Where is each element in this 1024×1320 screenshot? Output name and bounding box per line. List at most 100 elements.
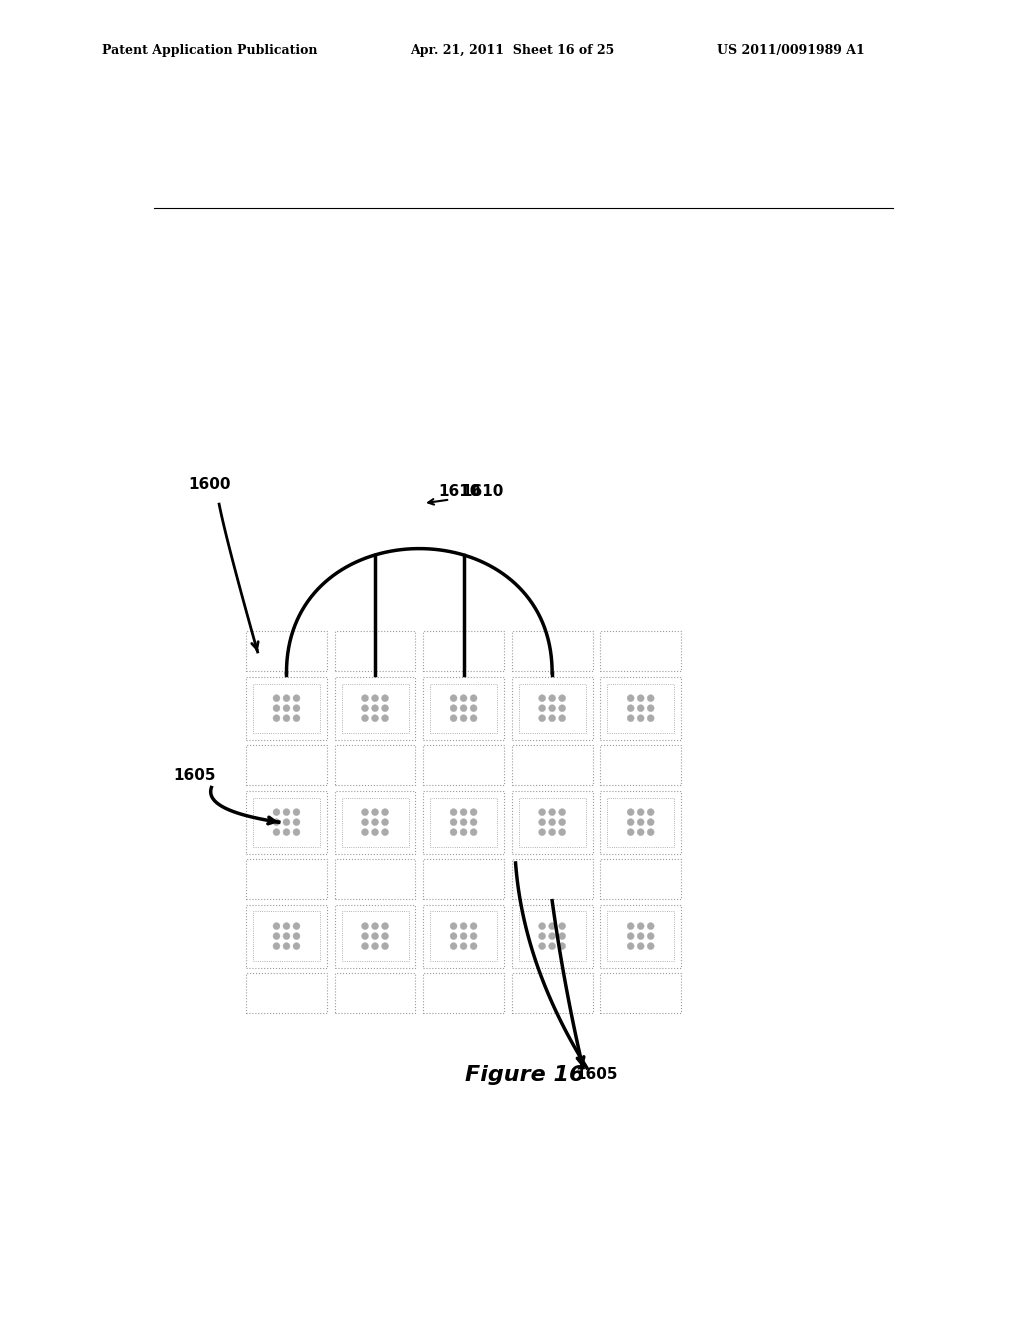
Bar — [253, 684, 319, 733]
Circle shape — [539, 705, 546, 711]
Circle shape — [470, 923, 477, 929]
Circle shape — [451, 818, 457, 825]
Circle shape — [628, 694, 634, 702]
Text: 1610: 1610 — [438, 483, 481, 499]
Circle shape — [451, 829, 457, 836]
Bar — [342, 797, 409, 847]
Bar — [600, 904, 681, 968]
Bar — [600, 631, 681, 672]
Circle shape — [637, 829, 644, 836]
Text: Figure 16: Figure 16 — [465, 1065, 585, 1085]
Circle shape — [637, 809, 644, 816]
Circle shape — [293, 933, 300, 940]
Circle shape — [647, 933, 654, 940]
Circle shape — [460, 694, 467, 702]
Circle shape — [539, 809, 546, 816]
Circle shape — [361, 942, 369, 949]
Circle shape — [470, 933, 477, 940]
Circle shape — [549, 818, 556, 825]
Circle shape — [273, 714, 280, 722]
Circle shape — [283, 942, 290, 949]
Circle shape — [539, 818, 546, 825]
Circle shape — [361, 829, 369, 836]
Circle shape — [382, 933, 388, 940]
Circle shape — [361, 694, 369, 702]
Circle shape — [628, 714, 634, 722]
Circle shape — [372, 829, 379, 836]
Circle shape — [470, 818, 477, 825]
Circle shape — [470, 829, 477, 836]
Circle shape — [549, 694, 556, 702]
Circle shape — [549, 705, 556, 711]
Circle shape — [628, 809, 634, 816]
Circle shape — [382, 923, 388, 929]
Bar — [423, 791, 504, 854]
Circle shape — [460, 809, 467, 816]
Circle shape — [559, 923, 565, 929]
Circle shape — [361, 714, 369, 722]
Circle shape — [460, 942, 467, 949]
Circle shape — [559, 809, 565, 816]
Bar — [246, 744, 327, 785]
Bar — [246, 904, 327, 968]
Circle shape — [628, 933, 634, 940]
Bar — [423, 677, 504, 739]
Circle shape — [451, 714, 457, 722]
Bar — [335, 631, 416, 672]
Bar — [512, 904, 593, 968]
Circle shape — [549, 933, 556, 940]
Circle shape — [539, 829, 546, 836]
Circle shape — [549, 714, 556, 722]
Circle shape — [539, 923, 546, 929]
Bar — [246, 631, 327, 672]
Circle shape — [372, 809, 379, 816]
Circle shape — [293, 923, 300, 929]
Circle shape — [539, 933, 546, 940]
Circle shape — [361, 818, 369, 825]
Bar — [246, 973, 327, 1014]
Circle shape — [382, 829, 388, 836]
Circle shape — [283, 694, 290, 702]
Circle shape — [372, 933, 379, 940]
Text: Apr. 21, 2011  Sheet 16 of 25: Apr. 21, 2011 Sheet 16 of 25 — [410, 44, 613, 57]
Bar — [342, 684, 409, 733]
Circle shape — [382, 714, 388, 722]
Circle shape — [273, 923, 280, 929]
Circle shape — [361, 809, 369, 816]
Bar — [430, 911, 497, 961]
Circle shape — [460, 829, 467, 836]
Bar — [423, 904, 504, 968]
Circle shape — [637, 705, 644, 711]
Circle shape — [451, 942, 457, 949]
Text: 1605: 1605 — [575, 1068, 617, 1082]
Circle shape — [382, 942, 388, 949]
Circle shape — [293, 714, 300, 722]
Bar — [518, 684, 586, 733]
Bar — [600, 859, 681, 899]
Bar — [607, 911, 674, 961]
Circle shape — [549, 809, 556, 816]
Circle shape — [372, 694, 379, 702]
Bar — [512, 631, 593, 672]
Bar — [246, 859, 327, 899]
Circle shape — [647, 818, 654, 825]
Circle shape — [283, 714, 290, 722]
Circle shape — [559, 933, 565, 940]
Circle shape — [283, 809, 290, 816]
Bar — [423, 631, 504, 672]
Circle shape — [451, 933, 457, 940]
Bar — [335, 859, 416, 899]
Text: 1610: 1610 — [462, 483, 504, 499]
Circle shape — [470, 714, 477, 722]
Circle shape — [470, 705, 477, 711]
Circle shape — [539, 694, 546, 702]
Circle shape — [549, 829, 556, 836]
Circle shape — [372, 705, 379, 711]
Circle shape — [273, 818, 280, 825]
Circle shape — [460, 705, 467, 711]
Circle shape — [637, 818, 644, 825]
Bar — [607, 797, 674, 847]
Circle shape — [647, 829, 654, 836]
Bar — [335, 791, 416, 854]
Circle shape — [647, 694, 654, 702]
